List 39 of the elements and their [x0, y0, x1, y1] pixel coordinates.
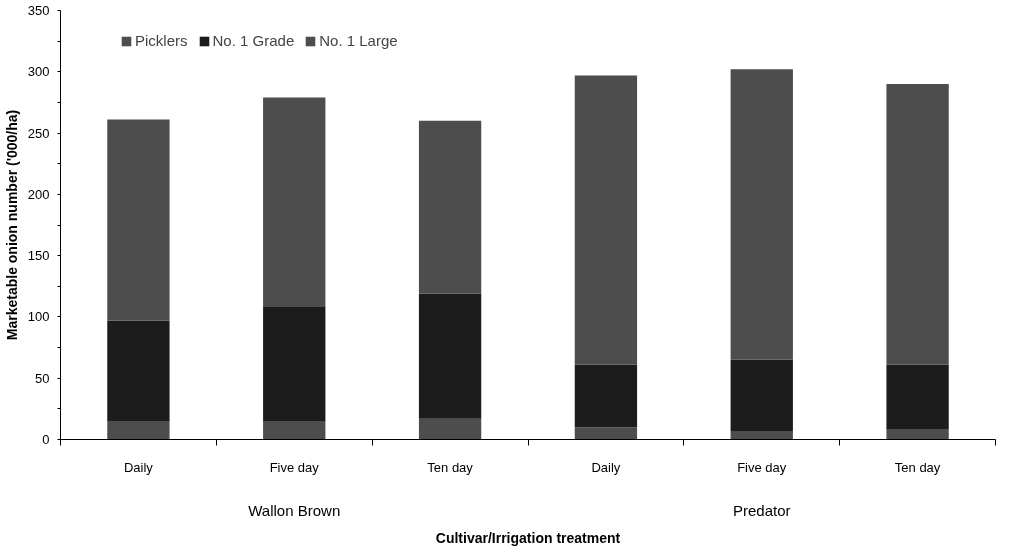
bar [574, 364, 638, 428]
bar [418, 293, 482, 419]
x-tick-label: Ten day [427, 459, 474, 475]
legend-label: Picklers [135, 32, 188, 49]
legend-label: No. 1 Large [319, 32, 398, 49]
bar [263, 97, 326, 308]
bar [574, 75, 638, 365]
bar [730, 430, 793, 440]
x-tick-label: Daily [123, 459, 154, 475]
bar [263, 307, 326, 422]
text: Predator [732, 501, 791, 519]
bar [263, 421, 326, 440]
x-tick-label: Five day [737, 459, 787, 475]
bar [730, 359, 793, 431]
y-tick-label: 0 [42, 432, 50, 447]
y-tick-label: 150 [27, 248, 50, 264]
x-tick-label: Ten day [894, 459, 941, 475]
bar [107, 320, 170, 422]
bar [886, 84, 949, 365]
y-tick-label: 100 [27, 309, 50, 325]
y-tick-label: 200 [27, 186, 50, 202]
bar [730, 69, 793, 360]
bar [886, 364, 949, 430]
y-tick-label: 50 [35, 370, 50, 386]
bar [418, 418, 482, 440]
y-tick-label: 250 [27, 125, 50, 141]
legend-label: No. 1 Grade [212, 32, 295, 49]
x-axis-title: Cultivar/Irrigation treatment [435, 529, 621, 546]
y-axis-title: Marketable onion number ('000/ha) [3, 109, 20, 341]
bar [107, 119, 170, 321]
x-tick-label: Daily [591, 459, 621, 475]
bar [418, 120, 482, 294]
y-tick-label: 300 [27, 64, 50, 80]
x-tick-label: Five day [269, 459, 320, 475]
bar [886, 429, 949, 440]
bar [107, 421, 170, 440]
bar [574, 427, 638, 440]
text: Wallon Brown [248, 501, 341, 519]
y-tick-label: 350 [27, 3, 50, 18]
